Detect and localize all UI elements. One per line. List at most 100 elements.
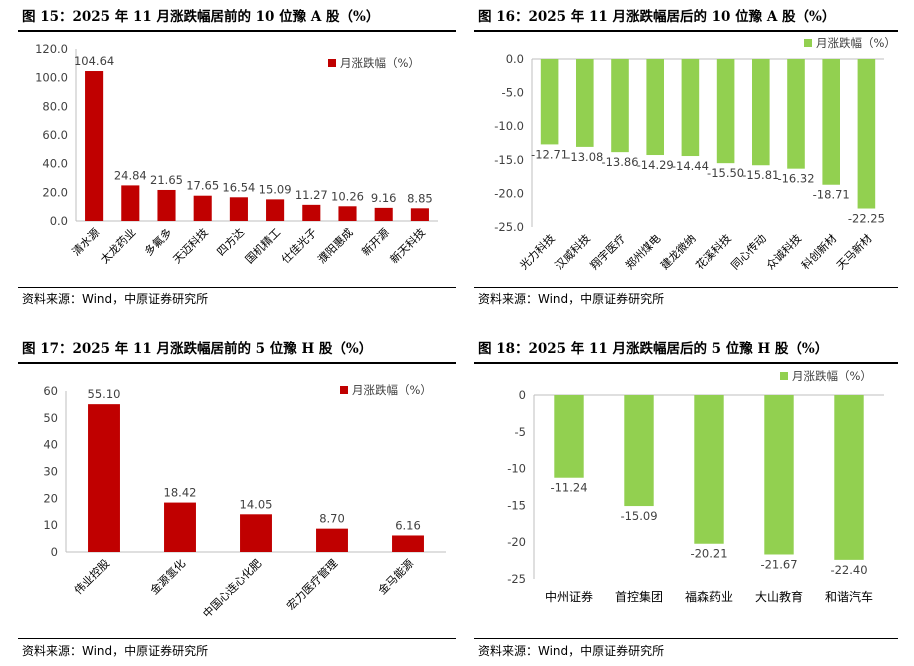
bar xyxy=(157,189,176,221)
y-tick-label: 50 xyxy=(43,411,58,425)
title-rule xyxy=(18,362,456,364)
data-label: -21.67 xyxy=(760,557,797,571)
bar xyxy=(752,59,770,166)
bar xyxy=(229,197,248,221)
title-rule xyxy=(474,362,898,364)
x-tick-label: 仕佳光子 xyxy=(278,225,319,266)
bar xyxy=(694,395,724,544)
y-tick-label: -15 xyxy=(507,498,526,512)
bar xyxy=(121,185,140,221)
bar xyxy=(266,199,285,221)
y-tick-label: -20 xyxy=(507,535,526,549)
x-tick-label: 科创新材 xyxy=(798,231,839,272)
y-tick-label: 120.0 xyxy=(35,42,68,56)
x-tick-label: 和谐汽车 xyxy=(825,589,873,604)
bar xyxy=(646,59,664,156)
y-tick-label: 10 xyxy=(43,518,58,532)
data-label: -11.24 xyxy=(550,481,587,495)
y-tick-label: 40 xyxy=(43,438,58,452)
data-label: 18.42 xyxy=(164,486,197,500)
x-tick-label: 福森药业 xyxy=(685,589,733,604)
bar xyxy=(787,59,805,169)
x-tick-label: 建龙微纳 xyxy=(658,231,699,272)
y-tick-label: -25 xyxy=(507,572,526,586)
source-note: 资料来源：Wind，中原证券研究所 xyxy=(22,292,209,306)
y-tick-label: 0 xyxy=(51,545,58,559)
x-tick-label: 濮阳惠成 xyxy=(315,225,356,266)
y-tick-label: -5.0 xyxy=(502,86,524,100)
x-tick-label: 天马新材 xyxy=(834,231,875,272)
data-label: 17.65 xyxy=(186,179,219,193)
x-tick-label: 众诚科技 xyxy=(763,231,804,272)
chart-panel-fig16: 图 16：2025 年 11 月涨跌幅居后的 10 位豫 A 股（%） 0.0 -… xyxy=(474,6,898,312)
data-label: -12.71 xyxy=(531,147,568,161)
x-tick-label: 金源氢化 xyxy=(147,556,188,597)
data-label: 15.09 xyxy=(259,182,292,196)
data-label: -15.50 xyxy=(707,166,744,180)
bar xyxy=(822,59,840,185)
y-tick-label: 40.0 xyxy=(42,157,68,171)
source-note: 资料来源：Wind，中原证券研究所 xyxy=(22,644,209,658)
data-label: -14.29 xyxy=(637,158,674,172)
y-tick-label: 20.0 xyxy=(42,185,68,199)
y-tick-label: 0.0 xyxy=(506,52,524,66)
x-tick-label: 四方达 xyxy=(214,225,247,258)
bar xyxy=(302,204,321,221)
bar xyxy=(164,502,196,552)
data-label: -18.71 xyxy=(813,188,850,202)
legend-swatch xyxy=(328,59,336,67)
x-tick-label: 同心传动 xyxy=(729,232,769,272)
y-tick-label: 0 xyxy=(519,388,526,402)
x-tick-label: 中州证券 xyxy=(545,589,593,604)
legend-swatch xyxy=(804,39,812,47)
chart-svg: 0 -5 -10 -15 -20 -25 -11.24 中州证券 -15.09 首控集团 -20.2… xyxy=(507,369,884,604)
x-tick-label: 光力科技 xyxy=(517,231,558,272)
bar xyxy=(611,59,629,153)
bar xyxy=(392,535,424,552)
bar xyxy=(681,59,700,157)
data-label: 9.16 xyxy=(371,191,397,205)
data-label: 55.10 xyxy=(88,387,121,401)
data-label: 6.16 xyxy=(395,518,421,532)
x-tick-label: 汉威科技 xyxy=(552,231,593,272)
bar xyxy=(85,71,104,222)
y-tick-label: -5 xyxy=(515,425,526,439)
x-tick-label: 太龙药业 xyxy=(98,226,138,266)
data-label: -22.25 xyxy=(848,212,885,226)
data-label: 24.84 xyxy=(114,168,147,182)
x-tick-label: 中国心连心化肥 xyxy=(200,556,264,620)
chart-title: 图 16：2025 年 11 月涨跌幅居后的 10 位豫 A 股（%） xyxy=(478,9,836,25)
x-tick-label: 宏力医疗管理 xyxy=(284,556,341,613)
chart-panel-fig18: 图 18：2025 年 11 月涨跌幅居后的 5 位豫 H 股（%） 0 -5 -1… xyxy=(474,338,898,664)
x-tick-label: 多氟多 xyxy=(141,225,174,258)
source-rule xyxy=(18,287,456,288)
y-tick-label: -25.0 xyxy=(494,220,524,234)
data-label: -14.44 xyxy=(672,159,709,173)
bar xyxy=(540,59,559,145)
data-label: -15.09 xyxy=(620,509,657,523)
data-label: -20.21 xyxy=(690,547,727,561)
x-tick-label: 新开源 xyxy=(359,225,392,258)
bar xyxy=(576,59,594,147)
chart-svg: 0.0 -5.0 -10.0 -15.0 -20.0 -25.0 -12.71 光力科技 -13… xyxy=(494,36,896,272)
y-tick-label: 30 xyxy=(43,465,58,479)
y-tick-label: 80.0 xyxy=(42,99,68,113)
bar xyxy=(716,59,735,164)
x-tick-label: 天迈科技 xyxy=(170,225,211,266)
chart-title: 图 18：2025 年 11 月涨跌幅居后的 5 位豫 H 股（%） xyxy=(478,341,829,357)
data-label: -13.08 xyxy=(566,150,603,164)
data-label: 14.05 xyxy=(240,497,273,511)
source-note: 资料来源：Wind，中原证券研究所 xyxy=(478,292,665,306)
x-tick-label: 国机精工 xyxy=(242,225,283,266)
y-tick-label: 60 xyxy=(43,384,58,398)
data-label: 16.54 xyxy=(222,180,255,194)
chart-title: 图 15：2025 年 11 月涨跌幅居前的 10 位豫 A 股（%） xyxy=(22,9,380,25)
data-label: -13.86 xyxy=(601,155,638,169)
legend-label: 月涨跌幅（%） xyxy=(816,36,896,50)
x-tick-label: 大山教育 xyxy=(755,589,803,604)
x-tick-label: 金马能源 xyxy=(375,556,416,597)
title-rule xyxy=(474,30,898,32)
x-tick-label: 清水源 xyxy=(69,225,102,258)
x-tick-label: 花溪科技 xyxy=(693,231,734,272)
data-label: -22.40 xyxy=(830,563,867,577)
